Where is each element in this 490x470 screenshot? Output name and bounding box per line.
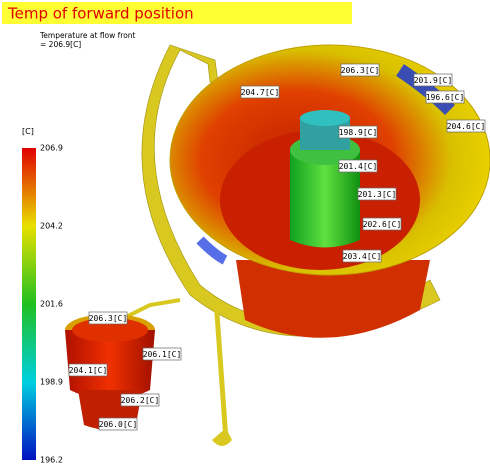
subtitle: Temperature at flow front: [39, 31, 136, 40]
probe-text: 196.6[C]: [426, 93, 465, 102]
probe-label: 206.3[C]: [88, 311, 128, 325]
probe-text: 201.3[C]: [358, 190, 397, 199]
probe-text: 206.3[C]: [341, 66, 380, 75]
probe-box: [120, 393, 160, 407]
probe-text: 201.4[C]: [339, 162, 378, 171]
probe-text: 206.1[C]: [143, 350, 182, 359]
probe-text: 204.7[C]: [241, 88, 280, 97]
probe-label: 203.4[C]: [342, 249, 382, 263]
legend-tick: 196.2: [40, 456, 63, 465]
probe-box: [362, 217, 402, 231]
model: [65, 44, 490, 446]
probe-box: [68, 363, 108, 377]
probe-text: 204.1[C]: [69, 366, 108, 375]
probe-text: 198.9[C]: [339, 128, 378, 137]
probe-box: [142, 347, 182, 361]
probe-label: 204.1[C]: [68, 363, 108, 377]
probe-label: 201.3[C]: [357, 187, 397, 201]
color-scale: [22, 148, 36, 460]
probe-label: 206.2[C]: [120, 393, 160, 407]
probe-box: [98, 417, 138, 431]
probe-label: 206.0[C]: [98, 417, 138, 431]
probe-label: 206.3[C]: [340, 63, 380, 77]
probe-box: [342, 249, 382, 263]
legend-unit: [C]: [22, 127, 34, 136]
probe-box: [357, 187, 397, 201]
probe-box: [425, 90, 465, 104]
probe-label: 204.6[C]: [446, 119, 486, 133]
legend-ticks: 206.9 204.2 201.6 198.9 196.2: [40, 144, 63, 465]
probe-text: 202.6[C]: [363, 220, 402, 229]
title-banner: [2, 2, 352, 24]
subtitle-value: = 206.9[C]: [40, 40, 81, 49]
title: Temp of forward position: [7, 5, 194, 23]
legend-tick: 204.2: [40, 222, 63, 231]
probe-labels: 206.3[C] 201.9[C] 196.6[C] 204.7[C] 204.6[C]…: [68, 63, 486, 431]
probe-label: 196.6[C]: [425, 90, 465, 104]
probe-box: [413, 73, 453, 87]
probe-text: 203.4[C]: [343, 252, 382, 261]
probe-text: 206.0[C]: [99, 420, 138, 429]
probe-box: [240, 85, 280, 99]
probe-box: [338, 159, 378, 173]
probe-box: [446, 119, 486, 133]
probe-text: 201.9[C]: [414, 76, 453, 85]
probe-label: 204.7[C]: [240, 85, 280, 99]
probe-text: 206.3[C]: [89, 314, 128, 323]
probe-label: 198.9[C]: [338, 125, 378, 139]
probe-label: 206.1[C]: [142, 347, 182, 361]
probe-box: [340, 63, 380, 77]
probe-label: 202.6[C]: [362, 217, 402, 231]
probe-box: [338, 125, 378, 139]
probe-label: 201.9[C]: [413, 73, 453, 87]
legend-tick: 201.6: [40, 300, 63, 309]
probe-box: [88, 311, 128, 325]
probe-text: 204.6[C]: [447, 122, 486, 131]
legend-tick: 198.9: [40, 378, 63, 387]
legend-tick: 206.9: [40, 144, 63, 153]
probe-label: 201.4[C]: [338, 159, 378, 173]
probe-text: 206.2[C]: [121, 396, 160, 405]
